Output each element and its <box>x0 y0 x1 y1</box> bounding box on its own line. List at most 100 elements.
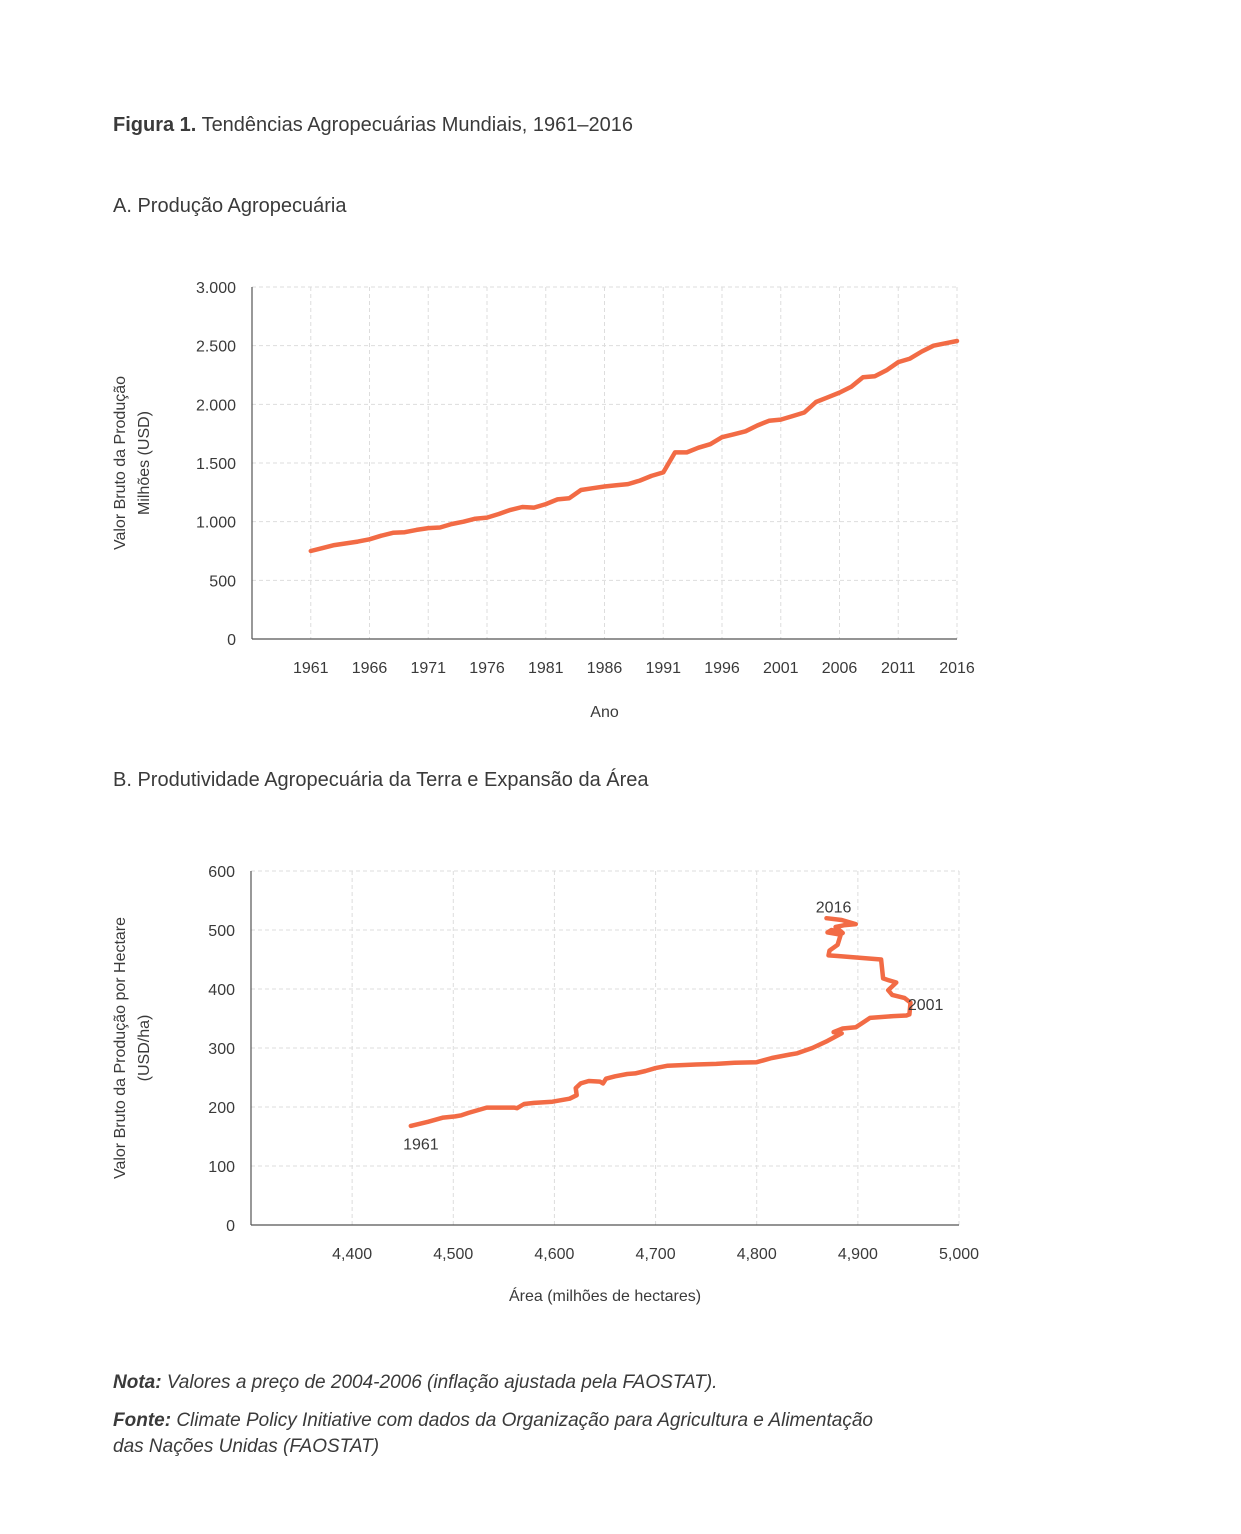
data-point <box>625 1072 629 1076</box>
data-point <box>666 1064 670 1068</box>
data-point <box>827 953 831 957</box>
data-point <box>574 1086 578 1090</box>
y-axis-title-line: Valor Bruto da Produção <box>112 376 129 550</box>
data-point <box>556 497 559 501</box>
data-point <box>579 1081 583 1085</box>
data-point <box>613 1074 617 1078</box>
data-point <box>832 1030 836 1034</box>
data-point <box>643 1069 647 1073</box>
data-point <box>604 1077 608 1081</box>
x-tick-label: 1966 <box>352 660 388 677</box>
data-point <box>379 534 383 538</box>
x-tick-label: 2001 <box>763 660 799 677</box>
data-point <box>849 385 853 389</box>
data-point <box>473 517 477 521</box>
data-point <box>908 1001 912 1005</box>
data-point <box>814 400 818 404</box>
data-point <box>732 1061 736 1065</box>
point-annotation: 1961 <box>403 1137 439 1154</box>
data-point <box>795 1051 799 1055</box>
point-annotation: 2001 <box>908 997 944 1014</box>
chart-a-production: 0 500 1.000 1.500 2.000 2.500 3.000 1961 1966 197… <box>112 280 975 721</box>
y-tick-label: 2.500 <box>196 339 236 356</box>
data-point <box>779 418 783 422</box>
figure-title-text: Tendências Agropecuárias Mundiais, 1961–… <box>201 114 633 136</box>
data-point <box>755 423 759 427</box>
x-tick-label: 4,400 <box>332 1246 372 1263</box>
data-point <box>896 360 900 364</box>
data-point <box>459 1113 463 1117</box>
data-point <box>767 419 771 423</box>
data-point <box>841 1027 845 1031</box>
data-point <box>450 522 454 526</box>
data-point <box>791 414 794 418</box>
data-point <box>826 1039 830 1043</box>
data-point <box>409 1124 413 1128</box>
data-point <box>453 1114 457 1118</box>
figure-title: Figura 1. Tendências Agropecuárias Mundi… <box>113 114 633 137</box>
note-text: Valores a preço de 2004-2006 (inflação a… <box>161 1372 718 1393</box>
data-point <box>515 1106 519 1110</box>
x-tick-label: 1961 <box>293 660 329 677</box>
y-tick-label: 400 <box>208 982 235 999</box>
data-point <box>485 1106 489 1110</box>
data-point <box>904 1014 908 1018</box>
y-tick-label: 3.000 <box>196 280 236 297</box>
data-point <box>591 486 595 490</box>
x-tick-label: 4,800 <box>737 1246 777 1263</box>
data-point <box>907 1012 911 1016</box>
data-point <box>587 1079 591 1083</box>
data-point <box>840 1031 844 1035</box>
data-point <box>500 1106 504 1110</box>
data-point <box>810 1046 814 1050</box>
data-point <box>575 1093 579 1097</box>
data-point <box>830 928 834 932</box>
data-point <box>826 930 830 934</box>
data-point <box>441 1116 445 1120</box>
data-point <box>697 446 700 450</box>
y-tick-label: 100 <box>208 1159 235 1176</box>
data-point <box>732 432 736 436</box>
data-point <box>368 537 371 541</box>
y-tick-label: 600 <box>208 864 235 881</box>
data-point <box>654 1066 658 1070</box>
x-tick-label: 1971 <box>410 660 446 677</box>
data-point <box>714 1062 718 1066</box>
data-point <box>886 988 890 992</box>
data-point <box>485 516 489 520</box>
source-label: Fonte: <box>113 1410 172 1431</box>
data-point <box>462 520 465 524</box>
data-point <box>579 488 583 492</box>
data-point <box>344 541 348 545</box>
data-point <box>708 442 712 446</box>
data-point <box>902 996 906 1000</box>
data-point <box>788 1052 792 1056</box>
data-point <box>685 450 689 454</box>
x-tick-label: 1981 <box>528 660 564 677</box>
y-tick-label: 300 <box>208 1041 235 1058</box>
y-tick-label: 1.000 <box>196 515 236 532</box>
data-point <box>908 357 912 361</box>
x-tick-label: 1996 <box>704 660 740 677</box>
data-point <box>744 429 747 433</box>
data-point <box>520 505 524 509</box>
y-axis-title-line: Valor Bruto da Produção por Hectare <box>112 917 129 1179</box>
data-point <box>650 474 653 478</box>
x-tick-label: 1986 <box>587 660 623 677</box>
data-point <box>309 549 313 553</box>
data-point <box>720 435 724 439</box>
data-point <box>834 925 838 929</box>
data-point <box>356 540 360 544</box>
note-label: Nota: <box>113 1372 162 1393</box>
point-annotation: 2016 <box>816 899 852 916</box>
x-tick-label: 4,700 <box>636 1246 676 1263</box>
y-axis-title-line: Milhões (USD) <box>136 411 153 515</box>
data-point <box>879 958 883 961</box>
data-point <box>932 344 935 348</box>
figure-label: Figura 1. <box>113 114 197 136</box>
data-point <box>854 922 858 926</box>
y-tick-label: 1.500 <box>196 456 236 473</box>
chart-b-productivity: 0 100 200 300 400 500 600 4,400 4,500 4,600 4,700 4… <box>112 864 979 1305</box>
data-point <box>532 506 536 510</box>
data-point <box>841 931 845 935</box>
